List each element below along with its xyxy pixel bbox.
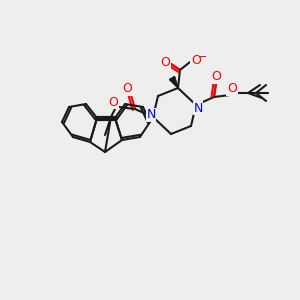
Text: N: N (193, 101, 203, 115)
Text: O: O (227, 82, 237, 95)
Text: O: O (211, 70, 221, 83)
Text: O: O (122, 82, 132, 95)
Text: O: O (191, 55, 201, 68)
Text: O: O (108, 95, 118, 109)
Text: N: N (146, 109, 156, 122)
Text: O: O (160, 56, 170, 68)
Polygon shape (169, 76, 178, 88)
Text: −: − (198, 52, 208, 62)
